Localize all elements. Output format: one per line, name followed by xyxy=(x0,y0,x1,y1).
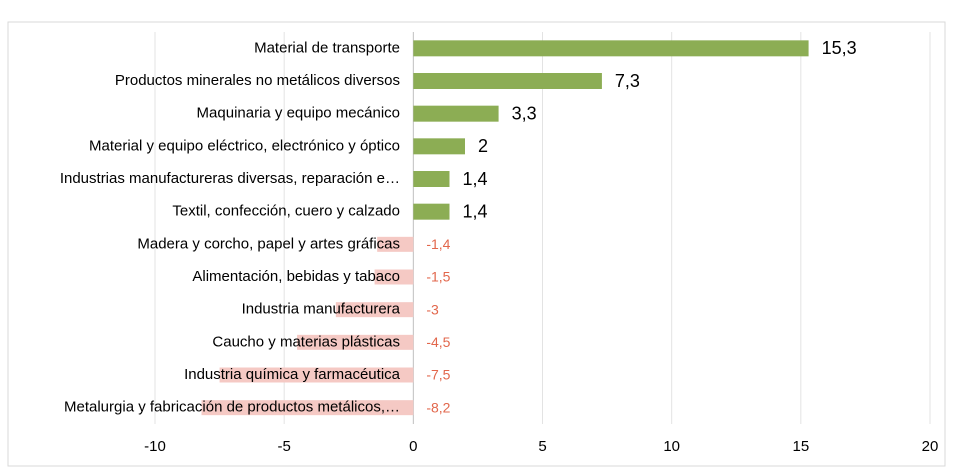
bar xyxy=(413,203,450,220)
category-label: Textil, confección, cuero y calzado xyxy=(172,203,400,220)
bar xyxy=(413,105,499,122)
x-tick-label: 10 xyxy=(663,438,680,455)
chart-border xyxy=(7,21,946,467)
value-label: -3 xyxy=(426,301,439,317)
bar xyxy=(413,138,465,155)
bar xyxy=(201,400,414,416)
value-label: -1,5 xyxy=(426,269,450,285)
category-label: Material de transporte xyxy=(254,39,400,56)
category-label: Industrias manufactureras diversas, repa… xyxy=(60,170,400,187)
bar xyxy=(413,73,602,89)
category-label: Productos minerales no metálicos diverso… xyxy=(115,72,400,89)
category-label: Industria manufacturera xyxy=(242,301,401,318)
value-label: 7,3 xyxy=(615,71,640,91)
value-label: -8,2 xyxy=(426,399,450,415)
x-tick-label: 20 xyxy=(922,438,939,455)
value-label: -4,5 xyxy=(426,334,450,350)
category-label: Madera y corcho, papel y artes gráficas xyxy=(137,235,400,252)
category-label: Material y equipo eléctrico, electrónico… xyxy=(89,137,400,154)
bar xyxy=(413,40,809,57)
bar xyxy=(219,367,414,383)
x-tick-label: -10 xyxy=(144,438,166,455)
category-label: Industria química y farmacéutica xyxy=(184,366,401,383)
value-label: -1,4 xyxy=(426,236,450,252)
x-tick-label: -5 xyxy=(277,438,290,455)
value-label: 15,3 xyxy=(822,38,857,58)
category-label: Alimentación, bebidas y tabaco xyxy=(192,268,400,285)
bar xyxy=(374,269,414,285)
category-label: Caucho y materias plásticas xyxy=(212,333,400,350)
value-label: -7,5 xyxy=(426,367,450,383)
category-label: Maquinaria y equipo mecánico xyxy=(197,105,400,122)
x-tick-label: 0 xyxy=(409,438,417,455)
x-tick-label: 15 xyxy=(792,438,809,455)
bar xyxy=(335,302,414,318)
bar xyxy=(377,236,414,252)
value-label: 3,3 xyxy=(512,103,537,123)
bar xyxy=(297,334,414,350)
x-tick-label: 5 xyxy=(538,438,546,455)
bar xyxy=(413,171,450,187)
value-label: 1,4 xyxy=(463,169,488,189)
value-label: 1,4 xyxy=(463,201,488,221)
value-label: 2 xyxy=(478,136,488,156)
category-label: Metalurgia y fabricación de productos me… xyxy=(64,399,400,416)
